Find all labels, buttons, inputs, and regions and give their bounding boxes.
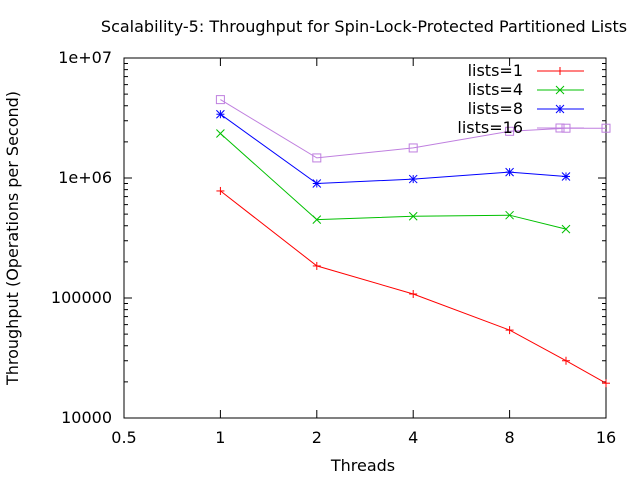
data-point-lists=8 (561, 172, 571, 181)
legend-label: lists=16 (457, 118, 523, 137)
legend-label: lists=1 (468, 61, 523, 80)
x-axis-label: Threads (330, 456, 395, 475)
data-point-lists=8 (216, 109, 225, 119)
y-tick-label: 1e+07 (58, 48, 112, 67)
data-point-lists=1 (216, 186, 225, 195)
data-point-lists=16 (601, 123, 611, 133)
y-tick-label: 1e+06 (58, 168, 112, 187)
data-point-lists=8 (505, 167, 514, 177)
legend-swatch-marker (556, 67, 564, 75)
data-point-lists=1 (312, 261, 321, 270)
x-tick-label: 8 (505, 428, 515, 447)
legend-label: lists=4 (468, 80, 523, 99)
x-tick-label: 2 (312, 428, 322, 447)
data-point-lists=16 (312, 153, 322, 163)
x-tick-label: 4 (408, 428, 418, 447)
x-axis-ticks: 0.5 1 2 4 8 16 (111, 58, 616, 447)
legend-label: lists=8 (468, 99, 523, 118)
legend-swatch-marker (555, 123, 565, 133)
y-axis-label: Throughput (Operations per Second) (3, 91, 22, 386)
series-line-lists=16 (220, 99, 606, 159)
data-point-lists=4 (408, 211, 418, 221)
y-tick-label: 10000 (61, 408, 112, 427)
series-layer (215, 95, 611, 388)
series-line-lists=1 (220, 190, 607, 384)
data-point-lists=4 (505, 210, 514, 220)
plot-area-frame (123, 57, 607, 419)
x-tick-label: 0.5 (111, 428, 136, 447)
data-point-lists=1 (505, 326, 514, 335)
data-point-lists=1 (602, 379, 610, 388)
data-point-lists=16 (408, 143, 418, 153)
data-point-lists=8 (312, 179, 322, 188)
data-point-lists=16 (505, 126, 515, 136)
data-point-lists=4 (216, 129, 225, 138)
legend-swatch-marker (555, 85, 565, 95)
x-tick-label: 1 (215, 428, 225, 447)
data-point-lists=4 (561, 224, 571, 234)
data-point-lists=16 (215, 95, 225, 105)
data-point-lists=4 (312, 215, 322, 224)
data-point-lists=1 (561, 356, 570, 365)
y-axis-ticks: 10000 100000 1e+06 1e+07 (51, 48, 606, 427)
data-point-lists=1 (409, 289, 418, 298)
chart-title: Scalability-5: Throughput for Spin-Lock-… (101, 17, 627, 36)
legend-swatch-marker (555, 104, 565, 114)
series-line-lists=4 (220, 133, 567, 230)
x-tick-label: 16 (596, 428, 616, 447)
data-point-lists=8 (408, 174, 418, 184)
y-tick-label: 100000 (51, 288, 112, 307)
